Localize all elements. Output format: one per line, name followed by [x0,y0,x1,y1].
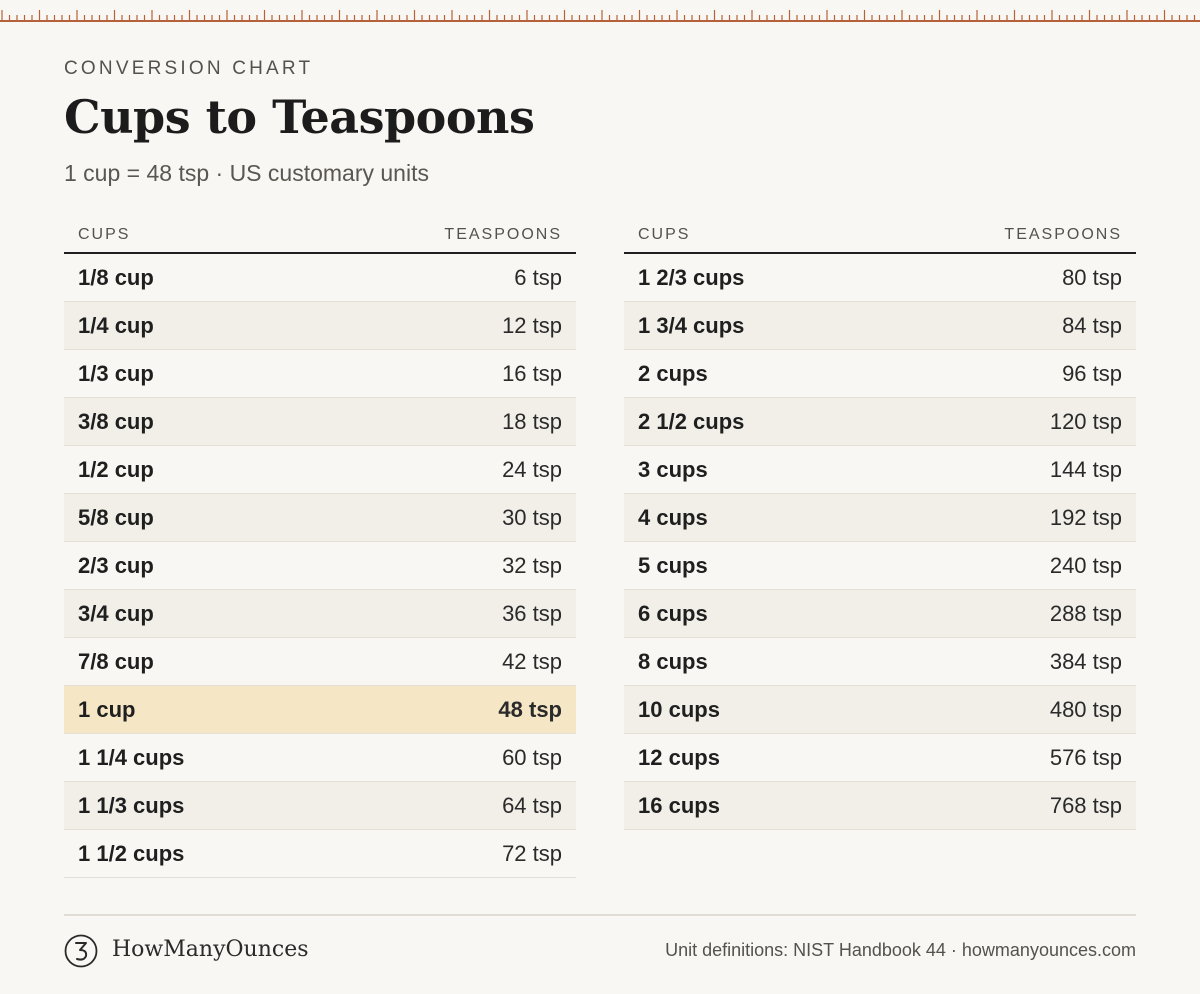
table-row: 3/8 cup 18 tsp [64,398,576,446]
table-row: 5 cups 240 tsp [624,542,1136,590]
cups-value: 1 1/3 cups [78,792,185,818]
cups-value: 16 cups [638,792,720,818]
table-row: 1 1/2 cups 72 tsp [64,830,576,878]
teaspoons-value: 144 tsp [1049,456,1122,482]
table-row: 12 cups 576 tsp [624,734,1136,782]
teaspoons-value: 72 tsp [502,840,562,866]
cups-value: 1/3 cup [78,360,154,386]
table-row: 2 cups 96 tsp [624,350,1136,398]
teaspoons-value: 24 tsp [502,456,562,482]
cups-value: 1 3/4 cups [638,312,745,338]
column-header-teaspoons: TEASPOONS [444,226,562,243]
cups-value: 8 cups [638,648,708,674]
column-header-cups: CUPS [638,226,691,243]
teaspoons-value: 30 tsp [502,504,562,530]
table-row-highlighted: 1 cup 48 tsp [64,686,576,734]
cups-value: 10 cups [638,696,720,722]
teaspoons-value: 12 tsp [502,312,562,338]
teaspoons-value: 60 tsp [502,744,562,770]
table-row: 1 1/3 cups 64 tsp [64,782,576,830]
teaspoons-value: 288 tsp [1049,600,1122,626]
table-row: 3/4 cup 36 tsp [64,590,576,638]
source-note: Unit definitions: NIST Handbook 44 · how… [665,940,1136,960]
page-subtitle: 1 cup = 48 tsp · US customary units [64,160,429,186]
table-row: 8 cups 384 tsp [624,638,1136,686]
cups-value: 3/4 cup [78,600,154,626]
cups-value: 12 cups [638,744,720,770]
table-row: 1/4 cup 12 tsp [64,302,576,350]
teaspoons-value: 480 tsp [1049,696,1122,722]
table-row: 2 1/2 cups 120 tsp [624,398,1136,446]
cups-value: 2 1/2 cups [638,408,745,434]
teaspoons-value: 18 tsp [502,408,562,434]
cups-value: 5 cups [638,552,708,578]
teaspoons-value: 576 tsp [1049,744,1122,770]
cups-value: 1/4 cup [78,312,154,338]
table-row: 1 1/4 cups 60 tsp [64,734,576,782]
cups-value: 1 1/4 cups [78,744,185,770]
cups-value: 1 cup [78,696,136,722]
cups-value: 4 cups [638,504,708,530]
conversion-table-left: CUPS TEASPOONS 1/8 cup 6 tsp 1/4 cup 12 tsp… [64,212,576,878]
table-row: 4 cups 192 tsp [624,494,1136,542]
cups-value: 2/3 cup [78,552,154,578]
teaspoons-value: 120 tsp [1049,408,1122,434]
cups-value: 1/8 cup [78,264,154,290]
cups-value: 2 cups [638,360,708,386]
teaspoons-value: 96 tsp [1062,360,1122,386]
ounce-mark-icon [64,934,98,968]
cups-value: 5/8 cup [78,504,154,530]
footer-divider [64,914,1136,916]
table-row: 10 cups 480 tsp [624,686,1136,734]
teaspoons-value: 16 tsp [502,360,562,386]
cups-value: 7/8 cup [78,648,154,674]
column-header-cups: CUPS [78,226,131,243]
table-row: 1 3/4 cups 84 tsp [624,302,1136,350]
table-body-left: 1/8 cup 6 tsp 1/4 cup 12 tsp 1/3 cup 16 tsp 3/… [64,254,576,878]
ruler-ticks [1,10,1196,22]
cups-value: 3 cups [638,456,708,482]
teaspoons-value: 192 tsp [1049,504,1122,530]
table-row: 16 cups 768 tsp [624,782,1136,830]
conversion-table-right: CUPS TEASPOONS 1 2/3 cups 80 tsp 1 3/4 cup… [624,212,1136,830]
table-row: 6 cups 288 tsp [624,590,1136,638]
teaspoons-value: 384 tsp [1049,648,1122,674]
page-title: Cups to Teaspoons [64,90,535,144]
teaspoons-value: 64 tsp [502,792,562,818]
cups-value: 1/2 cup [78,456,154,482]
teaspoons-value: 84 tsp [1062,312,1122,338]
table-row: 1/8 cup 6 tsp [64,254,576,302]
table-body-right: 1 2/3 cups 80 tsp 1 3/4 cups 84 tsp 2 cups 96… [624,254,1136,830]
table-row: 1 2/3 cups 80 tsp [624,254,1136,302]
table-row: 5/8 cup 30 tsp [64,494,576,542]
cups-value: 6 cups [638,600,708,626]
table-row: 3 cups 144 tsp [624,446,1136,494]
table-row: 1/3 cup 16 tsp [64,350,576,398]
teaspoons-value: 42 tsp [502,648,562,674]
teaspoons-value: 80 tsp [1062,264,1122,290]
cups-value: 1 2/3 cups [638,264,745,290]
table-row: 2/3 cup 32 tsp [64,542,576,590]
ruler-border [0,0,1200,22]
cups-value: 1 1/2 cups [78,840,185,866]
table-row: 1/2 cup 24 tsp [64,446,576,494]
teaspoons-value: 240 tsp [1049,552,1122,578]
teaspoons-value: 48 tsp [498,696,562,722]
column-header-teaspoons: TEASPOONS [1004,226,1122,243]
teaspoons-value: 36 tsp [502,600,562,626]
teaspoons-value: 6 tsp [514,264,562,290]
teaspoons-value: 32 tsp [502,552,562,578]
eyebrow-label: CONVERSION CHART [64,58,314,79]
table-header: CUPS TEASPOONS [64,212,576,254]
table-header: CUPS TEASPOONS [624,212,1136,254]
teaspoons-value: 768 tsp [1049,792,1122,818]
cups-value: 3/8 cup [78,408,154,434]
table-row: 7/8 cup 42 tsp [64,638,576,686]
brand-name: HowManyOunces [112,937,309,962]
